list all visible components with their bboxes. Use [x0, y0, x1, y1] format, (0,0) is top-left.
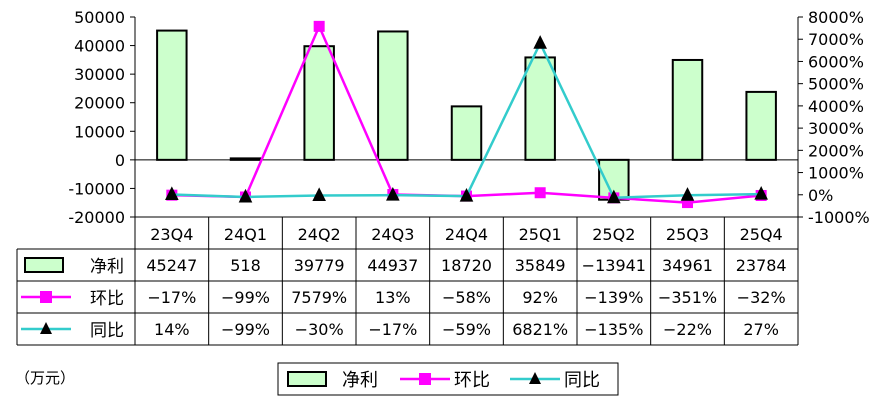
- category-label: 25Q3: [666, 225, 709, 244]
- legend-key-yoy: [529, 372, 541, 384]
- data-label: −22%: [663, 320, 712, 339]
- data-label: 92%: [522, 288, 558, 307]
- data-label: 23784: [736, 256, 787, 275]
- data-label: −17%: [147, 288, 196, 307]
- data-label: −135%: [584, 320, 643, 339]
- yoy-point-25Q4: [754, 186, 768, 200]
- legend-key-profit: [287, 371, 327, 387]
- data-label: 7579%: [291, 288, 347, 307]
- yoy-point-24Q1: [238, 188, 253, 203]
- yoy-point-24Q3: [386, 187, 400, 201]
- unit-label: （万元）: [15, 369, 75, 387]
- right-tick-label: -1000%: [808, 208, 870, 227]
- table-key-profit: [24, 257, 64, 273]
- data-label: 44937: [367, 256, 418, 275]
- bar-24Q2: [303, 45, 335, 161]
- legend-label: 环比: [454, 370, 490, 391]
- right-tick-label: 2000%: [808, 141, 864, 160]
- bar-24Q4: [450, 105, 483, 161]
- data-label: −99%: [221, 288, 270, 307]
- legend-label: 同比: [564, 370, 600, 391]
- data-label: −139%: [584, 288, 643, 307]
- category-label: 23Q4: [150, 225, 193, 244]
- data-label: 34961: [662, 256, 713, 275]
- left-tick-label: -20000: [68, 208, 125, 227]
- category-label: 24Q1: [224, 225, 267, 244]
- data-table: 23Q4 24Q1 24Q2 24Q3 24Q4 25Q1 25Q2 25Q3 25Q4 净利 45…: [16, 216, 799, 346]
- legend: 净利 环比 同比: [277, 362, 619, 396]
- left-tick-label: 20000: [74, 94, 125, 113]
- yoy-point-24Q2: [312, 187, 326, 201]
- bar-25Q3: [671, 58, 704, 161]
- bar-25Q4: [745, 90, 777, 161]
- data-label: 13%: [375, 288, 411, 307]
- line-series: [165, 20, 768, 209]
- right-tick-label: 5000%: [808, 75, 864, 94]
- table-key-yoy: [40, 322, 52, 334]
- category-label: 24Q4: [445, 225, 488, 244]
- right-tick-label: 6000%: [808, 52, 864, 71]
- right-tick-label: 1000%: [808, 164, 864, 183]
- data-label: 18720: [441, 256, 492, 275]
- right-tick-label: 4000%: [808, 97, 864, 116]
- data-label: −13941: [582, 256, 646, 275]
- left-tick-label: 0: [115, 151, 125, 170]
- yoy-point-25Q2: [607, 189, 621, 204]
- data-label: 6821%: [512, 320, 568, 339]
- data-label: 27%: [743, 320, 779, 339]
- bar-23Q4: [156, 29, 188, 161]
- bar-24Q3: [377, 30, 409, 161]
- series-name: 净利: [90, 257, 124, 277]
- yoy-point-25Q3: [680, 187, 695, 201]
- data-label: 35849: [515, 256, 566, 275]
- right-axis: 8000% 7000% 6000% 5000% 4000% 3000% 2000% 1000%…: [797, 8, 870, 227]
- series-name: 环比: [90, 289, 124, 309]
- data-label: −58%: [442, 288, 491, 307]
- category-label: 24Q2: [298, 225, 341, 244]
- category-label: 25Q4: [740, 225, 783, 244]
- category-label: 24Q3: [371, 225, 414, 244]
- series-name: 同比: [90, 321, 124, 341]
- bar-24Q1: [229, 157, 262, 161]
- left-tick-label: 10000: [74, 122, 125, 141]
- data-label: 14%: [154, 320, 190, 339]
- yoy-point-23Q4: [165, 186, 179, 200]
- yoy-point-25Q1: [533, 35, 547, 49]
- category-label: 25Q1: [519, 225, 562, 244]
- data-label: −99%: [221, 320, 270, 339]
- legend-key-mom: [419, 373, 431, 385]
- data-label: 45247: [146, 256, 197, 275]
- category-label: 25Q2: [592, 225, 635, 244]
- data-label: 518: [230, 256, 261, 275]
- yoy-point-24Q4: [459, 187, 474, 202]
- data-label: −32%: [737, 288, 786, 307]
- data-label: −59%: [442, 320, 491, 339]
- table-key-mom: [40, 291, 52, 303]
- mom-point-24Q2: [313, 20, 325, 32]
- bar-25Q1: [524, 56, 556, 161]
- left-tick-label: -10000: [68, 179, 125, 198]
- right-tick-label: 3000%: [808, 119, 864, 138]
- bar-series: [156, 29, 777, 201]
- data-label: −30%: [295, 320, 344, 339]
- data-label: −351%: [658, 288, 717, 307]
- right-tick-label: 7000%: [808, 30, 864, 49]
- data-label: −17%: [368, 320, 417, 339]
- mom-point-25Q1: [534, 187, 546, 199]
- data-label: 39779: [294, 256, 345, 275]
- left-tick-label: 40000: [74, 37, 125, 56]
- mom-point-25Q3: [682, 197, 693, 209]
- right-tick-label: 8000%: [808, 8, 864, 27]
- left-tick-label: 50000: [74, 8, 125, 27]
- legend-label: 净利: [342, 370, 378, 391]
- left-tick-label: 30000: [74, 65, 125, 84]
- right-tick-label: 0%: [808, 186, 833, 205]
